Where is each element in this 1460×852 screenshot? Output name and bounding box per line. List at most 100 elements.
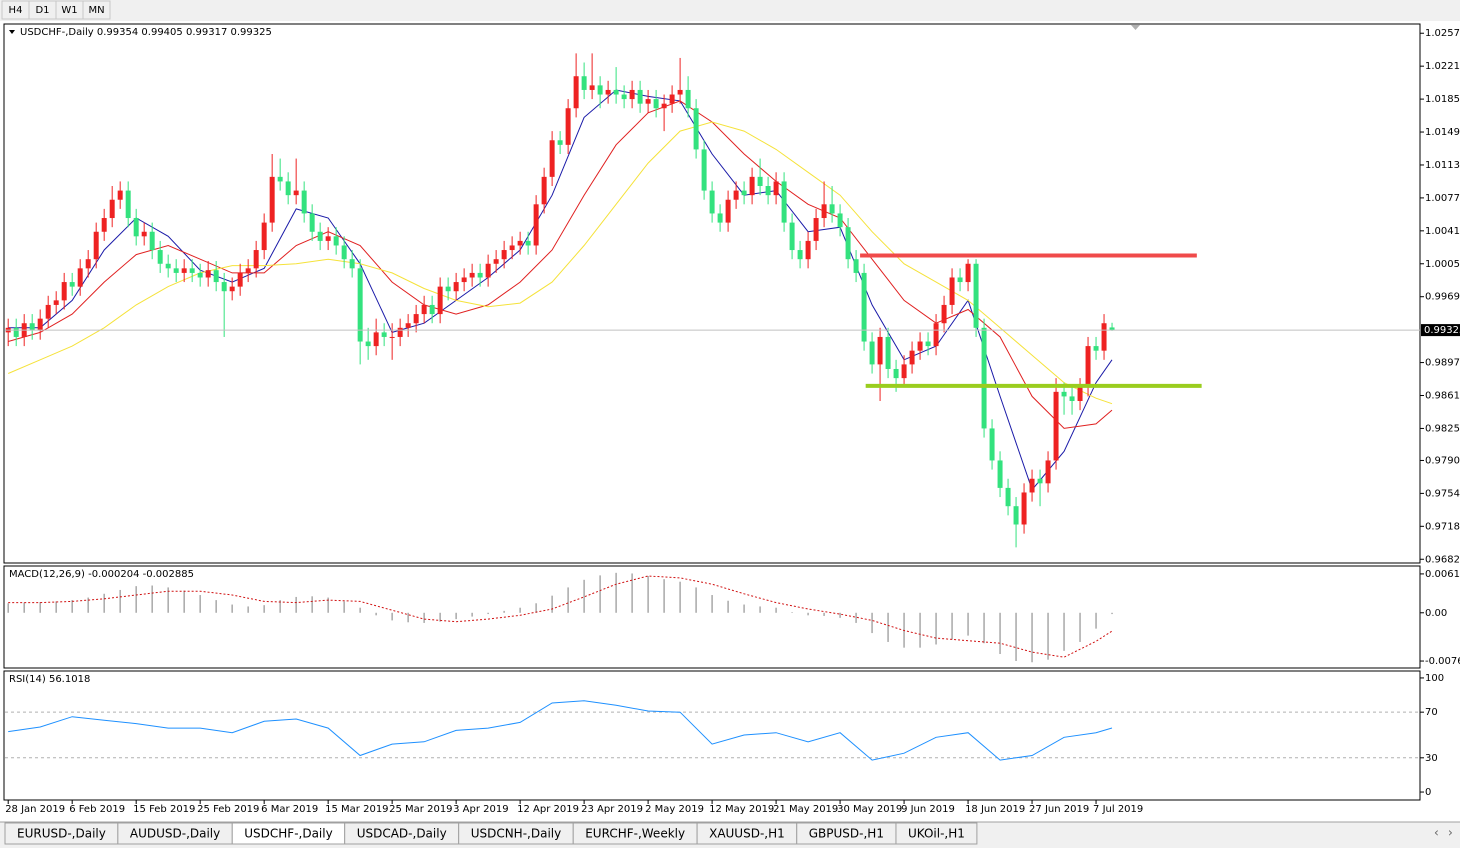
candle-body xyxy=(157,250,163,264)
candle-body xyxy=(1037,478,1043,484)
candle-body xyxy=(829,204,835,214)
candle-body xyxy=(477,272,483,278)
candle-body xyxy=(861,272,867,342)
candle-body xyxy=(1045,460,1051,484)
macd-pane-frame xyxy=(3,565,1421,669)
tab-label[interactable]: USDCAD-,Daily xyxy=(357,827,447,841)
candle-body xyxy=(725,199,731,223)
candle-body xyxy=(549,140,555,177)
candle-body xyxy=(845,227,851,260)
chart-shift-marker xyxy=(1131,25,1140,30)
y-tick-label: 1.02210 xyxy=(1425,61,1460,72)
candle-body xyxy=(277,176,283,182)
x-tick-label: 6 Feb 2019 xyxy=(69,804,125,815)
candle-body xyxy=(757,176,763,187)
candle-body xyxy=(949,277,955,305)
x-tick-label: 25 Feb 2019 xyxy=(197,804,259,815)
timeframe-button[interactable]: W1 xyxy=(61,5,77,16)
candle-body xyxy=(205,270,211,278)
tab-label[interactable]: EURCHF-,Weekly xyxy=(585,827,685,841)
timeframe-button-bg[interactable] xyxy=(82,0,111,20)
candle-body xyxy=(813,218,819,241)
y-tick-label: -0.00761 xyxy=(1425,656,1460,667)
candle-body xyxy=(189,268,195,273)
candle-body xyxy=(965,263,971,283)
y-tick-label: 1.00410 xyxy=(1425,226,1460,237)
candle-body xyxy=(221,282,227,292)
candle-body xyxy=(61,282,67,301)
tab-label[interactable]: USDCHF-,Daily xyxy=(244,827,332,841)
tab-label[interactable]: AUDUSD-,Daily xyxy=(130,827,220,841)
candle-body xyxy=(797,250,803,260)
timeframe-button[interactable]: D1 xyxy=(35,5,49,16)
y-tick-label: 30 xyxy=(1425,753,1438,764)
candle-body xyxy=(389,336,395,338)
candle-body xyxy=(629,89,635,100)
x-tick-label: 2 May 2019 xyxy=(645,804,704,815)
candle-body xyxy=(1093,346,1099,351)
x-tick-label: 30 May 2019 xyxy=(837,804,902,815)
timeframe-button[interactable]: MN xyxy=(88,5,104,16)
candle-body xyxy=(741,190,747,196)
x-tick-label: 3 Apr 2019 xyxy=(453,804,508,815)
tab-scroll-left[interactable]: ‹ xyxy=(1434,826,1439,840)
tab-label[interactable]: XAUUSD-,H1 xyxy=(709,827,785,841)
candle-body xyxy=(1085,346,1091,388)
candle-body xyxy=(197,272,203,278)
pane-menu-arrow xyxy=(9,30,15,34)
candle-body xyxy=(941,304,947,324)
candle-body xyxy=(669,94,675,104)
candle-body xyxy=(117,190,123,200)
y-tick-label: 1.01130 xyxy=(1425,160,1460,171)
candle-body xyxy=(781,181,787,223)
rsi-pane-frame xyxy=(3,670,1421,801)
x-tick-label: 27 Jun 2019 xyxy=(1029,804,1089,815)
x-tick-label: 6 Mar 2019 xyxy=(261,804,318,815)
x-tick-label: 12 Apr 2019 xyxy=(517,804,579,815)
tab-bg[interactable] xyxy=(895,822,978,845)
candle-body xyxy=(597,85,603,95)
candle-body xyxy=(421,304,427,315)
candle-body xyxy=(301,190,307,214)
candle-body xyxy=(765,186,771,196)
candle-body xyxy=(637,89,643,104)
candle-body xyxy=(1029,478,1035,493)
candle-body xyxy=(125,190,131,219)
candle-body xyxy=(837,213,843,228)
candle-body xyxy=(749,176,755,196)
tab-label[interactable]: UKOil-,H1 xyxy=(908,827,965,841)
candle-body xyxy=(85,259,91,269)
y-tick-label: 1.01490 xyxy=(1425,127,1460,138)
price-pane-title: USDCHF-,Daily 0.99354 0.99405 0.99317 0.… xyxy=(20,27,272,38)
candle-body xyxy=(789,222,795,251)
tab-label[interactable]: EURUSD-,Daily xyxy=(17,827,106,841)
candle-body xyxy=(821,204,827,219)
x-tick-label: 28 Jan 2019 xyxy=(5,804,65,815)
candle-body xyxy=(261,222,267,251)
candle-body xyxy=(381,332,387,337)
tab-scroll-right[interactable]: › xyxy=(1448,826,1453,840)
candle-body xyxy=(253,250,259,269)
candle-body xyxy=(877,336,883,365)
candle-body xyxy=(893,368,899,379)
candle-body xyxy=(173,268,179,273)
candle-body xyxy=(349,259,355,269)
y-tick-label: 100 xyxy=(1425,673,1444,684)
candle-body xyxy=(541,176,547,205)
tab-label[interactable]: USDCNH-,Daily xyxy=(471,827,562,841)
candle-body xyxy=(557,140,563,145)
timeframe-button[interactable]: H4 xyxy=(9,5,23,16)
candle-body xyxy=(997,460,1003,488)
candle-body xyxy=(973,263,979,328)
tab-label[interactable]: GBPUSD-,H1 xyxy=(809,827,884,841)
candle-body xyxy=(357,268,363,342)
candle-body xyxy=(677,89,683,95)
candle-body xyxy=(229,286,235,292)
candle-body xyxy=(1061,391,1067,397)
candle-body xyxy=(517,240,523,246)
candle-body xyxy=(29,323,35,331)
